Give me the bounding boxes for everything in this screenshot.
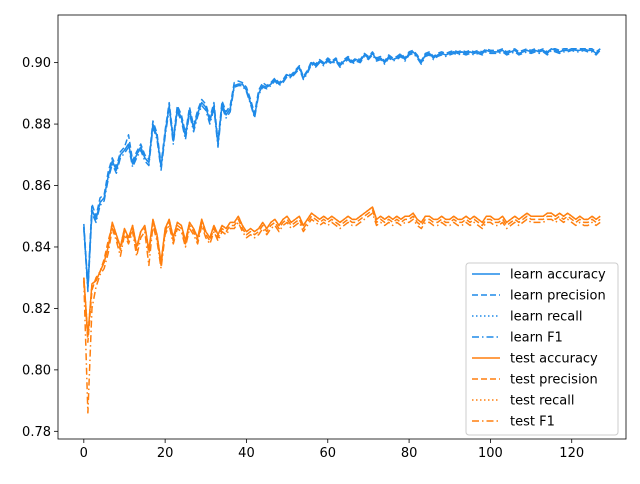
legend-label-learn-precision: learn precision <box>510 289 606 304</box>
legend-label-test-precision: test precision <box>510 373 598 388</box>
legend-box <box>465 262 619 436</box>
legend-label-test-accuracy: test accuracy <box>510 352 598 367</box>
legend: learn accuracy learn precision learn recal… <box>465 262 619 436</box>
x-tick-label: 80 <box>401 446 418 461</box>
y-axis-ticks: 0.78 0.80 0.82 0.84 0.86 0.88 0.90 <box>22 56 58 440</box>
x-tick-label: 120 <box>559 446 584 461</box>
x-tick-label: 0 <box>80 446 88 461</box>
series-line-test-recall <box>83 206 601 337</box>
y-tick-label: 0.88 <box>22 118 51 133</box>
legend-label-learn-f1: learn F1 <box>510 331 563 346</box>
y-tick-label: 0.84 <box>22 240 51 255</box>
series-line-test-precision <box>83 209 601 343</box>
x-tick-label: 100 <box>478 446 503 461</box>
y-tick-label: 0.82 <box>22 302 51 317</box>
series-line-learn-precision <box>83 48 601 287</box>
legend-label-test-recall: test recall <box>510 394 575 409</box>
y-tick-label: 0.90 <box>22 56 51 71</box>
series-line-test-f1 <box>83 212 601 414</box>
legend-label-test-f1: test F1 <box>510 415 555 430</box>
y-tick-label: 0.78 <box>22 425 51 440</box>
legend-label-learn-recall: learn recall <box>510 310 582 325</box>
axes-frame <box>57 14 627 440</box>
legend-label-learn-accuracy: learn accuracy <box>510 268 606 283</box>
series-line-learn-f1 <box>83 49 601 293</box>
y-tick-label: 0.86 <box>22 179 51 194</box>
x-axis-ticks: 0 20 40 60 80 100 120 <box>80 439 584 461</box>
x-tick-label: 20 <box>157 446 174 461</box>
y-tick-label: 0.80 <box>22 363 51 378</box>
x-tick-label: 60 <box>319 446 336 461</box>
x-tick-label: 40 <box>238 446 255 461</box>
plot-lines <box>83 48 601 414</box>
